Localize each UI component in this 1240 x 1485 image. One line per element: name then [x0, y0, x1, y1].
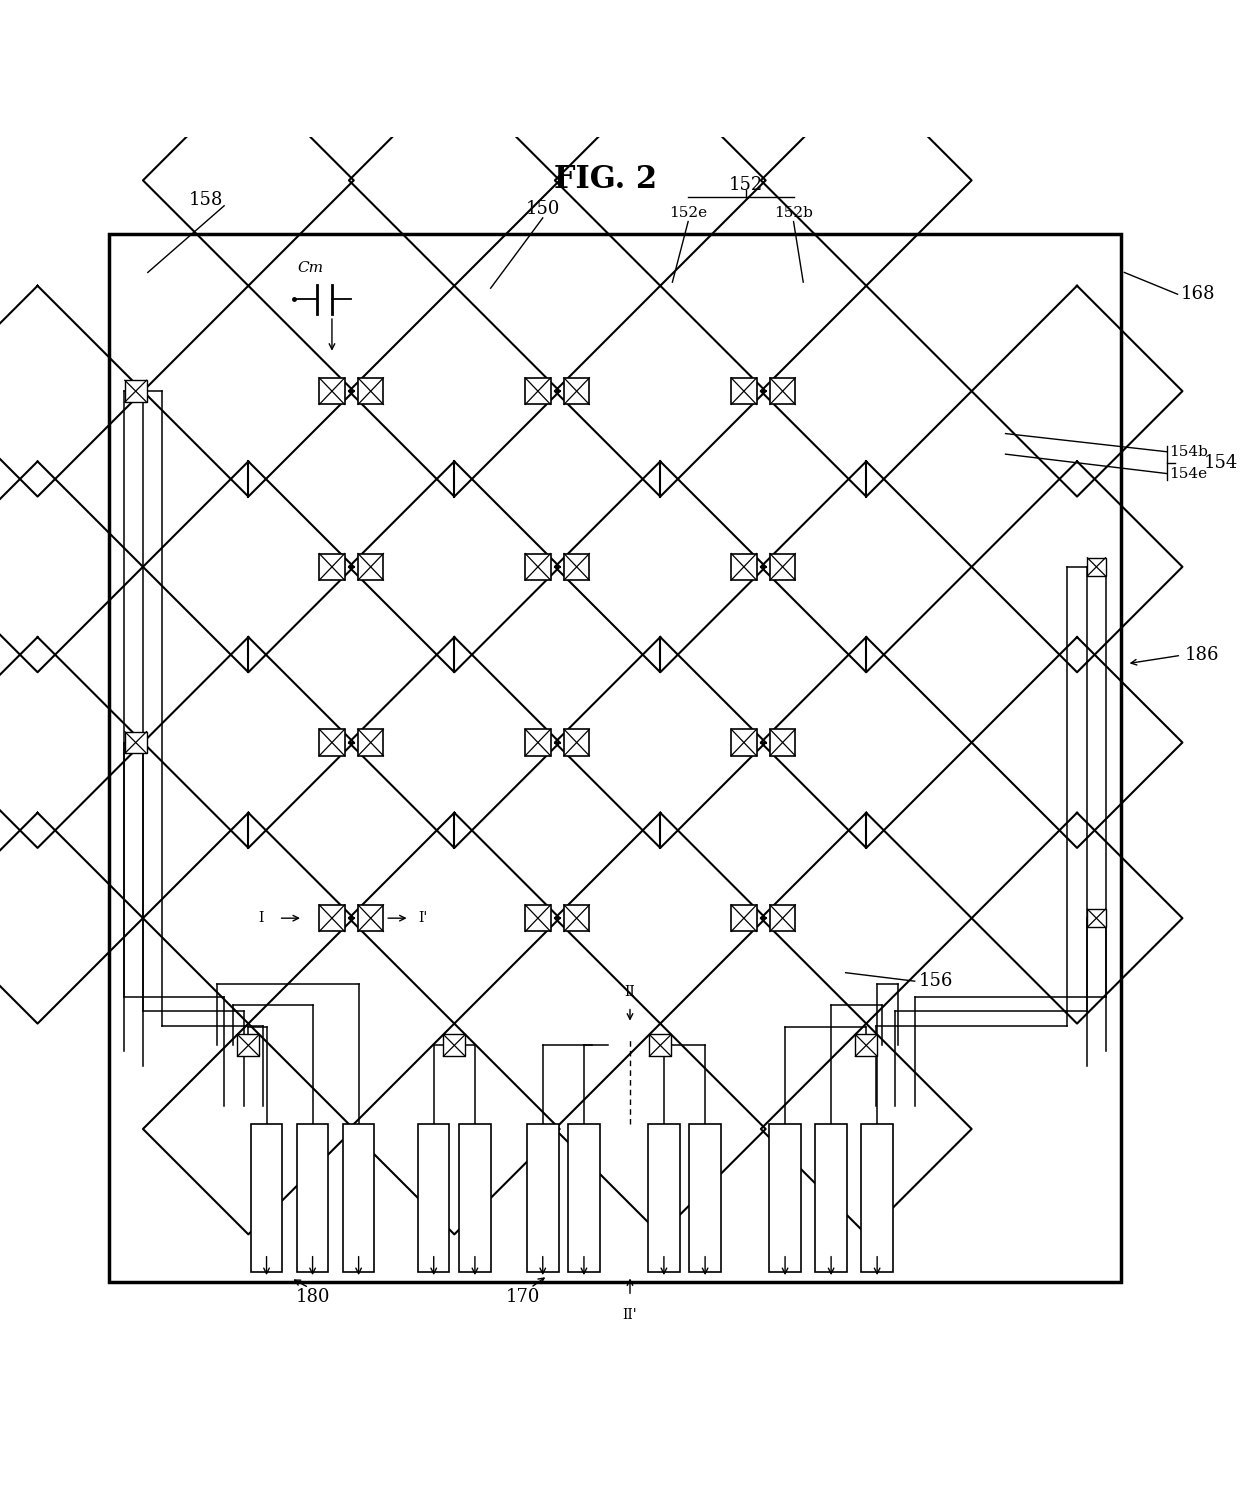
- Bar: [358, 729, 383, 756]
- Text: 154: 154: [1204, 453, 1239, 472]
- Bar: [1087, 909, 1106, 927]
- Bar: [564, 377, 589, 404]
- Bar: [732, 904, 756, 931]
- Bar: [1087, 558, 1106, 576]
- Text: 154e: 154e: [1169, 466, 1208, 481]
- Bar: [770, 554, 795, 581]
- Bar: [526, 904, 551, 931]
- Text: II': II': [622, 1308, 637, 1322]
- Bar: [769, 1124, 801, 1273]
- Bar: [125, 732, 146, 753]
- Bar: [526, 729, 551, 756]
- Text: 152e: 152e: [670, 206, 707, 220]
- Bar: [732, 377, 756, 404]
- Bar: [109, 233, 1121, 1282]
- Bar: [418, 1124, 449, 1273]
- Bar: [527, 1124, 558, 1273]
- Text: I: I: [258, 912, 263, 925]
- Bar: [862, 1124, 893, 1273]
- Text: 158: 158: [188, 190, 223, 209]
- Bar: [564, 554, 589, 581]
- Bar: [319, 729, 345, 756]
- Bar: [526, 554, 551, 581]
- Bar: [816, 1124, 847, 1273]
- Bar: [649, 1124, 680, 1273]
- Text: 170: 170: [506, 1289, 541, 1307]
- Bar: [296, 1124, 329, 1273]
- Bar: [125, 380, 146, 402]
- Bar: [342, 1124, 374, 1273]
- Text: 168: 168: [1182, 285, 1215, 303]
- Text: 186: 186: [1185, 646, 1219, 664]
- Bar: [358, 377, 383, 404]
- Bar: [358, 554, 383, 581]
- Bar: [526, 377, 551, 404]
- Bar: [770, 377, 795, 404]
- Bar: [732, 554, 756, 581]
- Text: FIG. 2: FIG. 2: [554, 163, 657, 195]
- Text: 150: 150: [526, 200, 560, 218]
- Bar: [770, 904, 795, 931]
- Bar: [319, 904, 345, 931]
- Bar: [732, 729, 756, 756]
- Bar: [250, 1124, 283, 1273]
- Bar: [689, 1124, 720, 1273]
- Bar: [564, 729, 589, 756]
- Text: 180: 180: [295, 1289, 330, 1307]
- Bar: [319, 554, 345, 581]
- Bar: [459, 1124, 491, 1273]
- Text: 154b: 154b: [1169, 444, 1208, 459]
- Bar: [237, 1035, 259, 1056]
- Text: 156: 156: [919, 973, 952, 990]
- Text: 152: 152: [729, 177, 764, 195]
- Bar: [650, 1035, 671, 1056]
- Bar: [856, 1035, 877, 1056]
- Text: 152b: 152b: [774, 206, 813, 220]
- Bar: [770, 729, 795, 756]
- Text: II: II: [625, 986, 635, 999]
- Bar: [444, 1035, 465, 1056]
- Bar: [358, 904, 383, 931]
- Bar: [319, 377, 345, 404]
- Bar: [564, 904, 589, 931]
- Bar: [568, 1124, 600, 1273]
- Text: I': I': [418, 912, 428, 925]
- Text: Cm: Cm: [298, 261, 324, 275]
